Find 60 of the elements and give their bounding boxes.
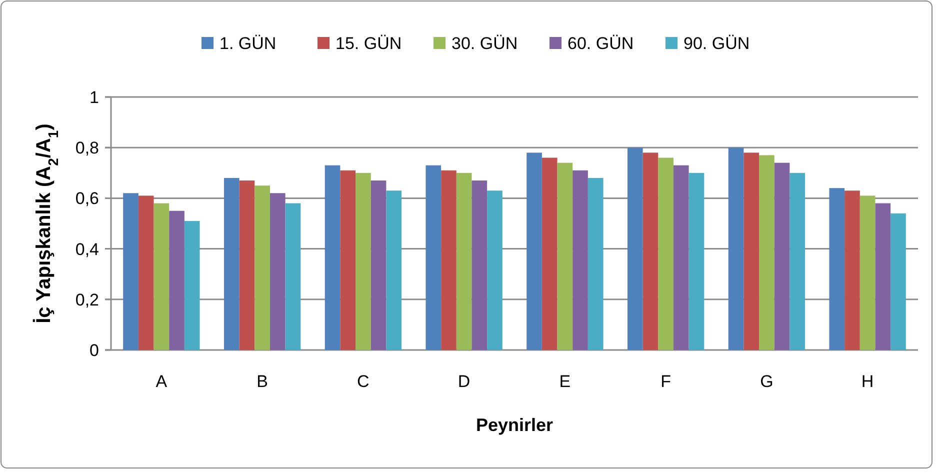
bar: [239, 180, 255, 350]
bar: [557, 162, 573, 350]
x-tick-label: D: [458, 372, 470, 391]
bar: [728, 148, 744, 350]
legend-label: 1. GÜN: [220, 34, 276, 53]
bar: [627, 148, 643, 350]
bar: [285, 203, 301, 350]
x-tick-label: F: [660, 372, 672, 391]
bar: [875, 203, 891, 350]
bar: [224, 178, 240, 350]
bar: [658, 158, 674, 350]
y-tick-label: 0,6: [75, 189, 99, 208]
bar: [688, 172, 704, 350]
legend-label: 15. GÜN: [336, 34, 402, 53]
bar: [138, 196, 154, 350]
bar: [642, 152, 658, 350]
bar: [572, 170, 588, 350]
x-tick-label: B: [256, 372, 268, 391]
x-tick-label: E: [559, 372, 571, 391]
bar: [184, 220, 200, 350]
y-tick-label: 0: [90, 340, 99, 360]
bar: [487, 190, 502, 350]
bar: [542, 158, 558, 350]
bar: [426, 165, 442, 350]
legend-label: 30. GÜN: [452, 34, 518, 53]
bar: [744, 152, 760, 350]
bar: [759, 155, 774, 350]
bar: [673, 165, 689, 350]
bar: [386, 190, 402, 350]
x-tick-label: C: [357, 372, 370, 391]
bar: [441, 170, 456, 350]
bar: [890, 213, 906, 350]
y-tick-label: 0,8: [75, 138, 99, 158]
bar: [370, 180, 386, 350]
bar: [844, 190, 860, 350]
bar: [790, 172, 806, 350]
x-tick-label: H: [861, 372, 874, 391]
bar: [154, 203, 170, 350]
bar: [356, 172, 371, 350]
bar: [324, 165, 340, 350]
y-tick-label: 1: [90, 88, 99, 107]
bar: [526, 152, 542, 350]
bar: [860, 196, 876, 350]
bar: [829, 188, 845, 350]
x-tick-label: A: [156, 372, 168, 391]
bar: [456, 172, 472, 350]
legend-label: 90. GÜN: [684, 34, 750, 53]
y-tick-label: 0,4: [75, 240, 99, 259]
bar: [588, 178, 604, 350]
bar: [270, 193, 286, 350]
legend-label: 60. GÜN: [568, 34, 634, 53]
bar: [254, 186, 270, 350]
bar: [774, 162, 790, 350]
x-axis-title: Peynirler: [476, 415, 554, 435]
bar: [340, 170, 356, 350]
y-tick-label: 0,2: [75, 290, 99, 310]
x-tick-label: G: [760, 372, 774, 391]
bar: [472, 180, 488, 350]
bar: [123, 193, 138, 350]
bar: [169, 210, 184, 350]
